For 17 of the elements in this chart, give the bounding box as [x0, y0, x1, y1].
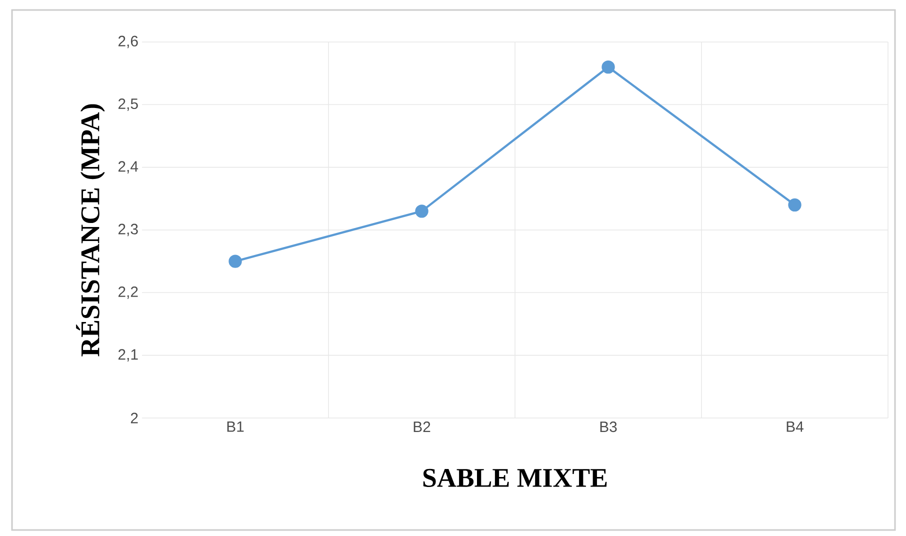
- y-tick-label: 2: [130, 412, 138, 424]
- y-tick-label: 2,3: [118, 224, 138, 236]
- x-tick-label: B2: [414, 422, 430, 432]
- x-axis-title: SABLE MIXTE: [423, 468, 607, 487]
- y-axis-title: RÉSISTANCE (MPA): [76, 104, 105, 356]
- point: [602, 60, 615, 74]
- y-tick-label: 2,4: [118, 161, 138, 174]
- x-tick-label: B4: [786, 422, 804, 432]
- y-tick-label: 2,1: [118, 349, 138, 362]
- point: [788, 198, 802, 212]
- y-tick-label: 2,5: [118, 98, 138, 111]
- x-tick-label: B1: [227, 422, 244, 432]
- y-tick-label: 2,6: [118, 36, 138, 48]
- point: [415, 204, 428, 218]
- point: [228, 254, 242, 268]
- y-tick-label: 2,2: [118, 286, 138, 299]
- x-tick-label: B3: [600, 422, 617, 432]
